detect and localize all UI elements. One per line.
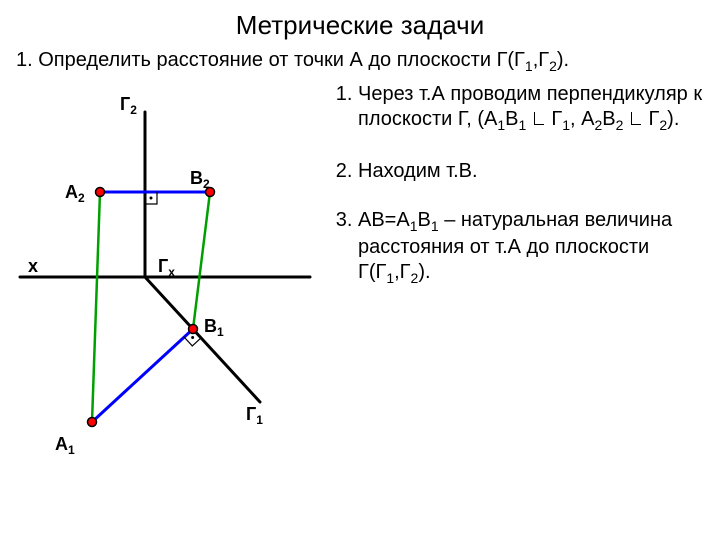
perp-icon (534, 112, 544, 125)
svg-text:В2: В2 (190, 168, 210, 191)
t: , А (570, 108, 594, 130)
problem-statement: 1. Определить расстояние от точки А до п… (0, 45, 720, 82)
s: 1 (410, 218, 418, 234)
t: Г (643, 108, 659, 130)
s: 2 (659, 117, 667, 133)
diagram: Г2 А2 В2 x Гx В1 Г1 А1 (0, 82, 330, 502)
diagram-svg: Г2 А2 В2 x Гx В1 Г1 А1 (0, 82, 330, 502)
s: 1 (431, 218, 439, 234)
perp-icon (631, 112, 641, 125)
problem-text-c: ). (557, 49, 569, 71)
s: 1 (497, 117, 505, 133)
content-row: Г2А2В2xГxВ1Г1А1 Через т.А проводим перпе… (0, 82, 720, 502)
problem-text-b: ,Г (533, 49, 549, 71)
t: В (602, 108, 615, 130)
t: Находим т.В. (358, 160, 478, 182)
page-title: Метрические задачи (0, 0, 720, 45)
t: В (418, 209, 431, 231)
steps-list: Через т.А проводим перпендикуляр к плоск… (330, 82, 720, 502)
t: Г (546, 108, 562, 130)
s: 2 (616, 117, 624, 133)
svg-text:Гx: Гx (158, 256, 175, 279)
s: 1 (386, 270, 394, 286)
t: АВ=А (358, 209, 410, 231)
step-1: Через т.А проводим перпендикуляр к плоск… (358, 82, 710, 135)
svg-text:В1: В1 (204, 316, 224, 339)
t: В (505, 108, 518, 130)
t: ). (667, 108, 679, 130)
svg-text:Г2: Г2 (120, 94, 137, 117)
svg-text:А2: А2 (65, 182, 85, 205)
sub-1: 1 (525, 58, 533, 74)
step-3: АВ=А1В1 – натуральная величина расстояни… (358, 208, 710, 288)
t: ). (418, 261, 430, 283)
sub-2: 2 (549, 58, 557, 74)
svg-text:А1: А1 (55, 434, 75, 457)
t: ,Г (394, 261, 410, 283)
s: 1 (518, 117, 526, 133)
svg-text:Г1: Г1 (246, 404, 263, 427)
svg-text:x: x (28, 256, 38, 276)
problem-text-a: 1. Определить расстояние от точки А до п… (16, 49, 525, 71)
step-2: Находим т.В. (358, 159, 710, 184)
s: 1 (562, 117, 570, 133)
